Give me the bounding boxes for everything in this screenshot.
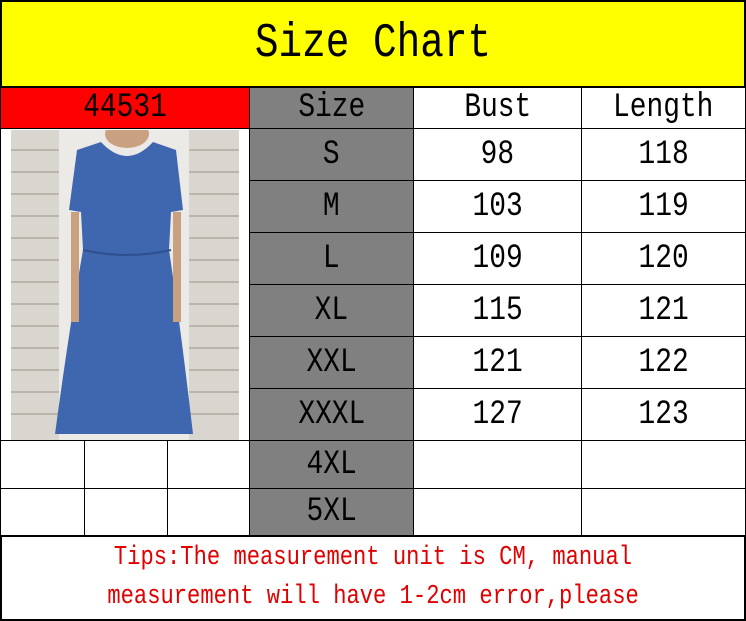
row-4-size-cell: XXL — [249, 336, 414, 389]
row-5-length-cell: 123 — [581, 388, 746, 441]
row-1-size-cell: M — [249, 180, 414, 233]
row-3-bust-cell: 115 — [413, 284, 582, 337]
empty-cell — [0, 488, 85, 536]
row-2-bust-cell: 109 — [413, 232, 582, 285]
row-4-bust-cell: 121 — [413, 336, 582, 389]
length-value: 123 — [638, 395, 689, 434]
bust-value: 103 — [472, 187, 523, 226]
row-5-bust-cell: 127 — [413, 388, 582, 441]
row-3-size-cell: XL — [249, 284, 414, 337]
empty-cell — [167, 488, 250, 536]
header-bust-text: Bust — [464, 89, 531, 127]
empty-cell — [167, 440, 250, 489]
row-0-bust-cell: 98 — [413, 128, 582, 181]
row-0-size-cell: S — [249, 128, 414, 181]
length-value: 122 — [638, 343, 689, 382]
chart-title-text: Size Chart — [254, 17, 492, 71]
tips-line-2: measurement will have 1-2cm error,please — [107, 582, 639, 612]
size-value: XL — [314, 291, 349, 330]
blue-dress-photo — [11, 129, 239, 440]
header-size: Size — [249, 87, 414, 129]
size-value: XXXL — [298, 395, 365, 434]
row-6-size-cell: 4XL — [249, 440, 414, 489]
row-7-length-cell — [581, 488, 746, 536]
row-6-bust-cell — [413, 440, 582, 489]
empty-cell — [0, 440, 85, 489]
size-value: M — [323, 187, 340, 226]
row-3-length-cell: 121 — [581, 284, 746, 337]
chart-title: Size Chart — [0, 0, 746, 88]
size-value: 5XL — [306, 493, 357, 531]
row-6-length-cell — [581, 440, 746, 489]
row-4-length-cell: 122 — [581, 336, 746, 389]
bust-value: 109 — [472, 239, 523, 278]
length-value: 120 — [638, 239, 689, 278]
size-value: L — [323, 239, 340, 278]
row-2-size-cell: L — [249, 232, 414, 285]
row-1-bust-cell: 103 — [413, 180, 582, 233]
product-image-cell — [0, 128, 250, 441]
size-value: XXL — [306, 343, 357, 382]
row-1-length-cell: 119 — [581, 180, 746, 233]
bust-value: 127 — [472, 395, 523, 434]
bust-value: 98 — [480, 135, 515, 174]
length-value: 119 — [638, 187, 689, 226]
tips-note: Tips:The measurement unit is CM, manual … — [0, 535, 746, 621]
length-value: 121 — [638, 291, 689, 330]
header-size-text: Size — [298, 89, 365, 127]
product-code: 44531 — [0, 87, 250, 129]
header-length-text: Length — [613, 89, 714, 127]
product-code-text: 44531 — [83, 89, 167, 127]
row-7-bust-cell — [413, 488, 582, 536]
row-2-length-cell: 120 — [581, 232, 746, 285]
empty-cell — [84, 488, 168, 536]
size-value: S — [323, 135, 340, 174]
empty-cell — [84, 440, 168, 489]
row-5-size-cell: XXXL — [249, 388, 414, 441]
tips-line-1: Tips:The measurement unit is CM, manual — [113, 543, 633, 573]
length-value: 118 — [638, 135, 689, 174]
bust-value: 115 — [472, 291, 523, 330]
bust-value: 121 — [472, 343, 523, 382]
row-7-size-cell: 5XL — [249, 488, 414, 536]
header-bust: Bust — [413, 87, 582, 129]
row-0-length-cell: 118 — [581, 128, 746, 181]
header-length: Length — [581, 87, 746, 129]
size-value: 4XL — [306, 445, 357, 484]
